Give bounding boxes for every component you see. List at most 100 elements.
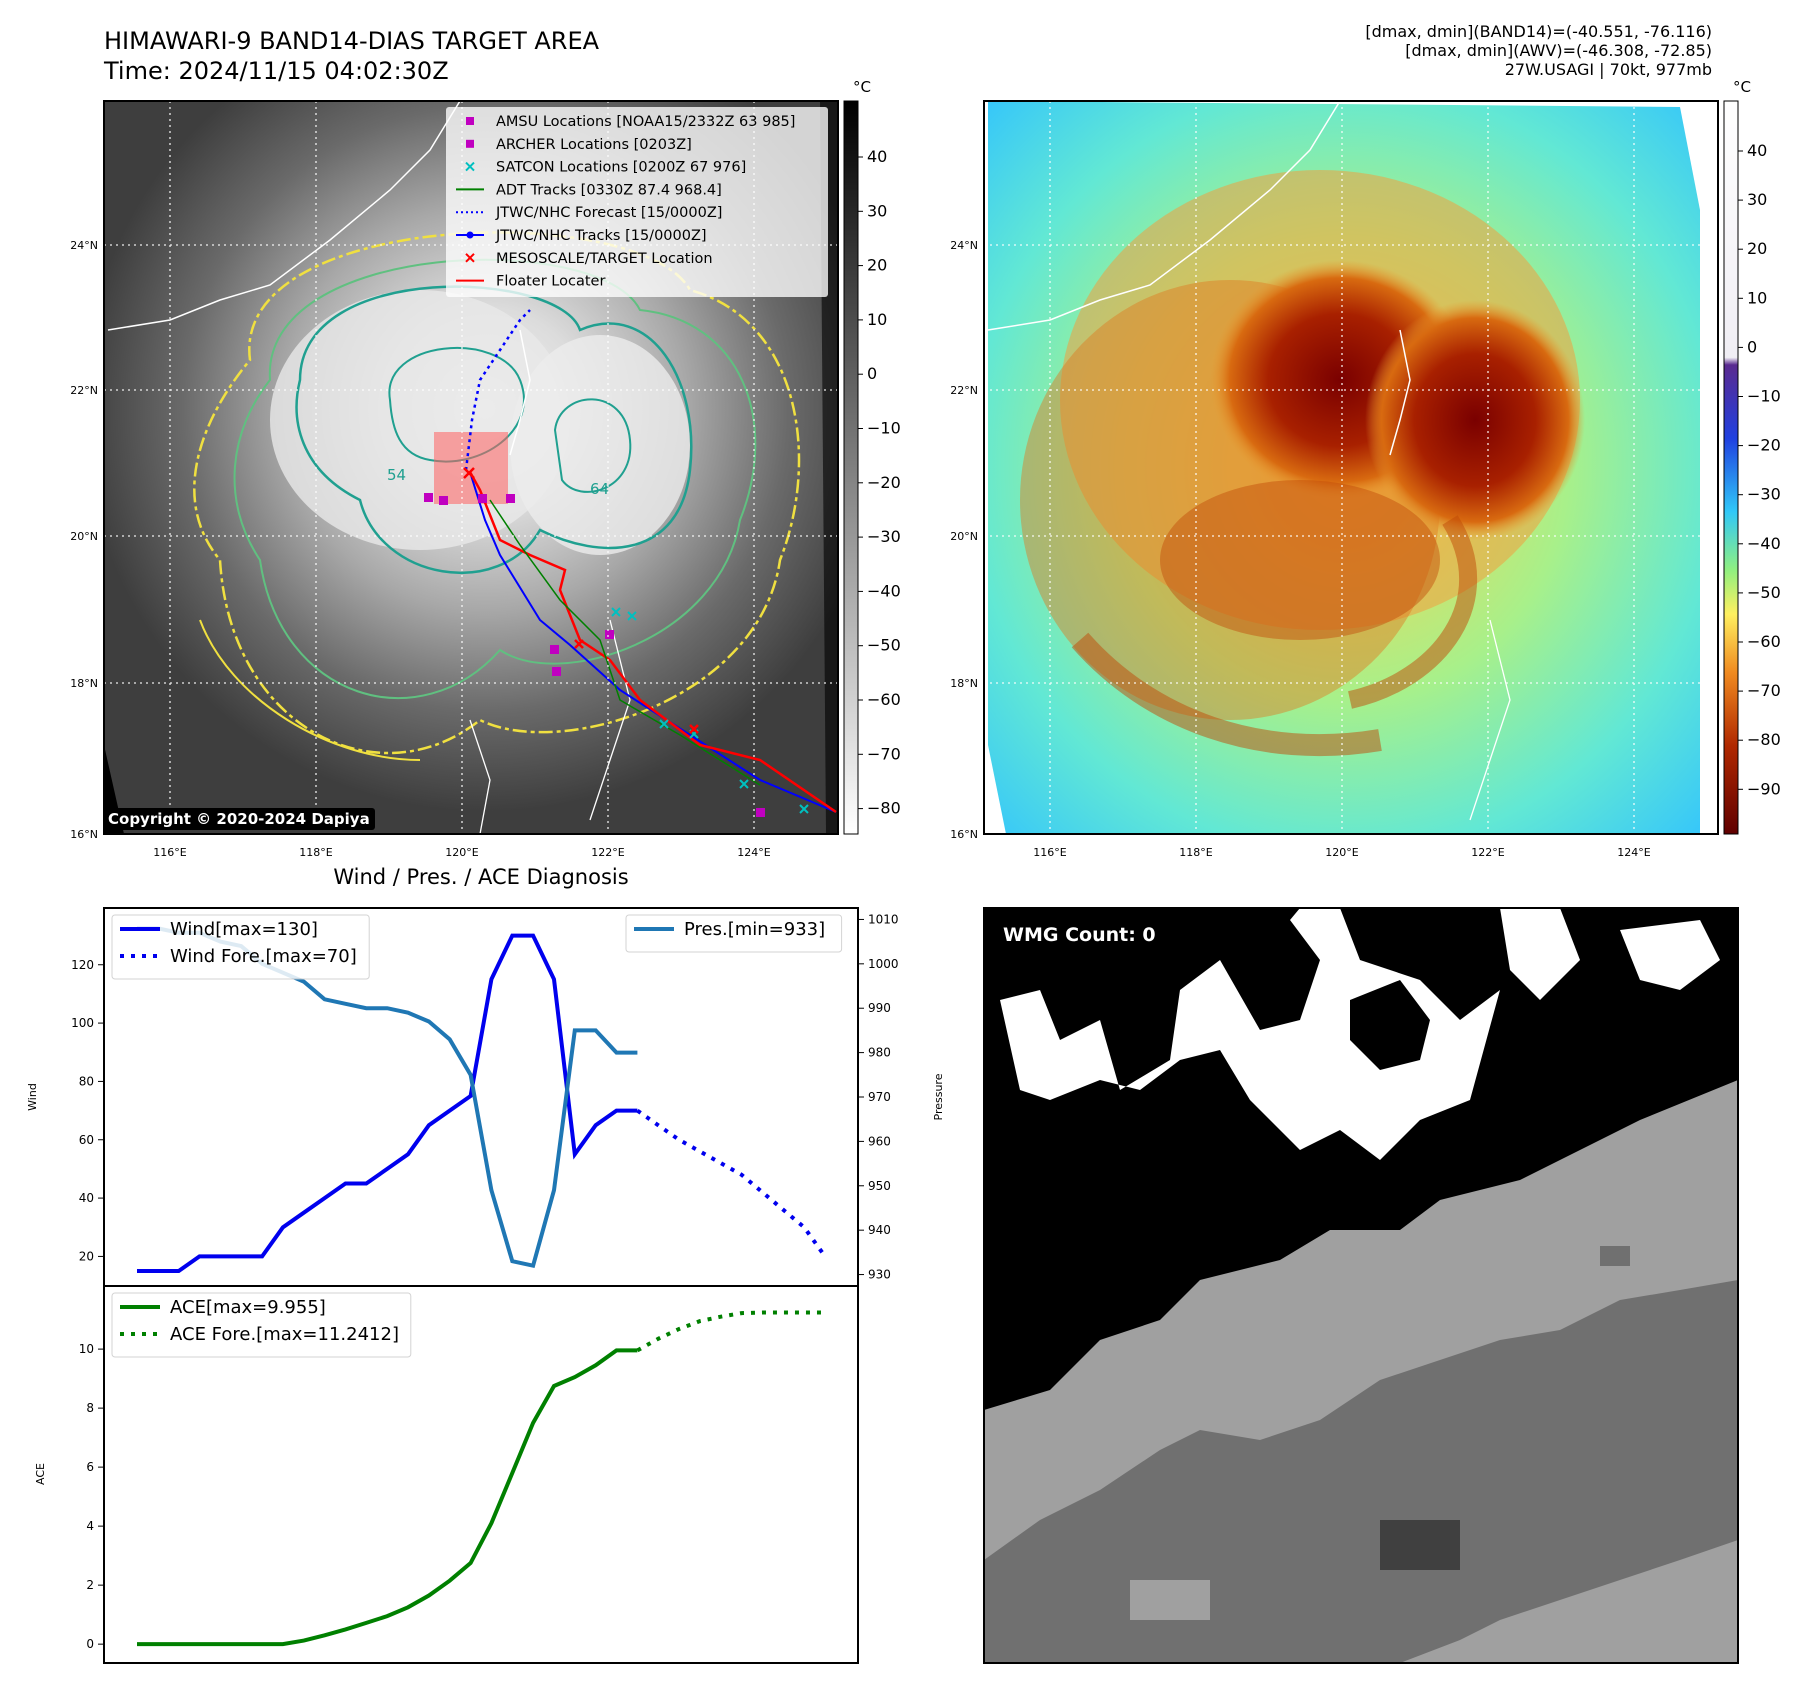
ir-lon-ticks: 116°E 118°E 120°E 122°E 124°E [153, 846, 770, 859]
colorbar-tick-label: −50 [1747, 583, 1781, 602]
colorbar-tick-label: 40 [867, 147, 887, 166]
y-tick-label: 8 [86, 1401, 94, 1415]
ir-colorbar [843, 100, 859, 835]
lon-tick-label: 120°E [445, 846, 478, 859]
legend-label: ADT Tracks [0330Z 87.4 968.4] [496, 182, 722, 198]
ace-marks [137, 1310, 825, 1647]
colorbar-tick-label: 20 [1747, 239, 1767, 258]
lon-tick-label: 116°E [153, 846, 186, 859]
legend-label: SATCON Locations [0200Z 67 976] [496, 160, 746, 176]
legend-label: ARCHER Locations [0203Z] [496, 137, 692, 153]
ir-legend: AMSU Locations [NOAA15/2332Z 63 985] ARCH… [456, 114, 795, 290]
chart-title: HIMAWARI-9 BAND14-DIAS TARGET AREA Time:… [104, 26, 599, 86]
colorbar-tick-label: 10 [1747, 288, 1767, 307]
series-line [636, 1108, 827, 1258]
awv-colorbar-unit: °C [1733, 78, 1751, 96]
lon-tick-label: 120°E [1325, 846, 1358, 859]
awv-colorbar-ticks: 40 30 20 10 0 −10 −20 −30 −40 −50 −60 −70 −80 −90 [1738, 141, 1781, 798]
legend-label: JTWC/NHC Tracks [15/0000Z] [495, 228, 707, 244]
y2-tick-label: 940 [868, 1223, 891, 1237]
y-tick-label: 10 [79, 1342, 94, 1356]
colorbar-tick-label: −20 [1747, 436, 1781, 455]
info-band14-range: [dmax, dmin](BAND14)=(-40.551, -76.116) [1365, 22, 1712, 41]
y2-tick-label: 980 [868, 1046, 891, 1060]
y2-tick-label: 990 [868, 1001, 891, 1015]
colorbar-tick-label: −70 [867, 744, 901, 763]
wmg-count-badge: WMG Count: 0 [995, 921, 1164, 949]
awv-lon-ticks: 116°E 118°E 120°E 122°E 124°E [1033, 846, 1650, 859]
lat-tick-label: 20°N [950, 530, 978, 543]
lon-tick-label: 122°E [591, 846, 624, 859]
legend-label: Wind Fore.[max=70] [170, 946, 357, 967]
ace-legend: ACE[max=9.955] ACE Fore.[max=11.2412] [111, 1292, 412, 1358]
legend-label: ACE Fore.[max=11.2412] [170, 1324, 399, 1345]
lat-tick-label: 22°N [70, 384, 98, 397]
legend-marker [465, 253, 475, 263]
lat-tick-label: 18°N [950, 677, 978, 690]
series-line [636, 1310, 825, 1353]
colorbar-tick-label: −90 [1747, 779, 1781, 798]
y2-tick-label: 960 [868, 1134, 891, 1148]
colorbar-tick-label: 0 [867, 364, 877, 383]
colorbar-tick-label: −60 [867, 690, 901, 709]
lon-tick-label: 116°E [1033, 846, 1066, 859]
lat-tick-label: 20°N [70, 530, 98, 543]
lat-tick-label: 18°N [70, 677, 98, 690]
colorbar-tick-label: 0 [1747, 337, 1757, 356]
pressure-axis-label: Pressure [932, 1073, 945, 1120]
storm-info: [dmax, dmin](BAND14)=(-40.551, -76.116) … [1365, 22, 1712, 79]
series-line [137, 1348, 638, 1647]
awv-colorbar [1723, 100, 1739, 835]
y2-tick-label: 1010 [868, 912, 899, 926]
legend-frame [111, 914, 370, 980]
colorbar-tick-label: −50 [867, 636, 901, 655]
y2-tick-label: 1000 [868, 957, 899, 971]
info-awv-range: [dmax, dmin](AWV)=(-46.308, -72.85) [1405, 41, 1712, 60]
legend-label: Pres.[min=933] [684, 919, 825, 940]
title-time: Time: 2024/11/15 04:02:30Z [104, 57, 449, 85]
lon-tick-label: 118°E [1179, 846, 1212, 859]
ir-lat-ticks: 16°N 18°N 20°N 22°N 24°N [70, 239, 98, 841]
colorbar-tick-label: −30 [867, 527, 901, 546]
colorbar-tick-label: −10 [867, 419, 901, 438]
legend-label: JTWC/NHC Forecast [15/0000Z] [495, 205, 722, 221]
awv-imagery [984, 101, 1718, 834]
y-tick-label: 120 [71, 958, 94, 972]
legend-marker-dot [466, 231, 474, 239]
legend-label: ACE[max=9.955] [170, 1297, 326, 1318]
legend-label: MESOSCALE/TARGET Location [496, 251, 713, 267]
y-tick-label: 40 [79, 1191, 94, 1205]
legend-marker [466, 139, 474, 148]
y2-tick-label: 950 [868, 1179, 891, 1193]
y2-tick-label: 970 [868, 1090, 891, 1104]
lat-tick-label: 16°N [950, 828, 978, 841]
colorbar-tick-label: 10 [867, 310, 887, 329]
colorbar-tick-label: −80 [1747, 730, 1781, 749]
wmg-imagery [984, 908, 1738, 1663]
legend-marker [466, 117, 474, 125]
lon-tick-label: 122°E [1471, 846, 1504, 859]
pressure-legend: Pres.[min=933] [625, 914, 843, 953]
pressure-y-ticks: 930 940 950 960 970 980 990 1000 1010 [858, 912, 899, 1282]
lat-tick-label: 24°N [70, 239, 98, 252]
colorbar-tick-label: −20 [867, 473, 901, 492]
colorbar-tick-label: 20 [867, 256, 887, 275]
lon-tick-label: 118°E [299, 846, 332, 859]
copyright-label: Copyright © 2020-2024 Dapiya [103, 808, 375, 830]
ace-axis-label: ACE [34, 1463, 47, 1485]
colorbar-tick-label: −60 [1747, 632, 1781, 651]
y-tick-label: 0 [86, 1637, 94, 1651]
series-line [137, 933, 638, 1273]
contour-label-54: 54 [387, 466, 406, 484]
y-tick-label: 2 [86, 1578, 94, 1592]
legend-label: AMSU Locations [NOAA15/2332Z 63 985] [496, 114, 795, 130]
y2-tick-label: 930 [868, 1268, 891, 1282]
colorbar-tick-label: −40 [1747, 534, 1781, 553]
wind-axis-label: Wind [26, 1083, 39, 1111]
y-tick-label: 6 [86, 1460, 94, 1474]
lat-tick-label: 24°N [950, 239, 978, 252]
colorbar-tick-label: −70 [1747, 681, 1781, 700]
info-storm-summary: 27W.USAGI | 70kt, 977mb [1504, 60, 1712, 79]
legend-frame [111, 1292, 412, 1358]
